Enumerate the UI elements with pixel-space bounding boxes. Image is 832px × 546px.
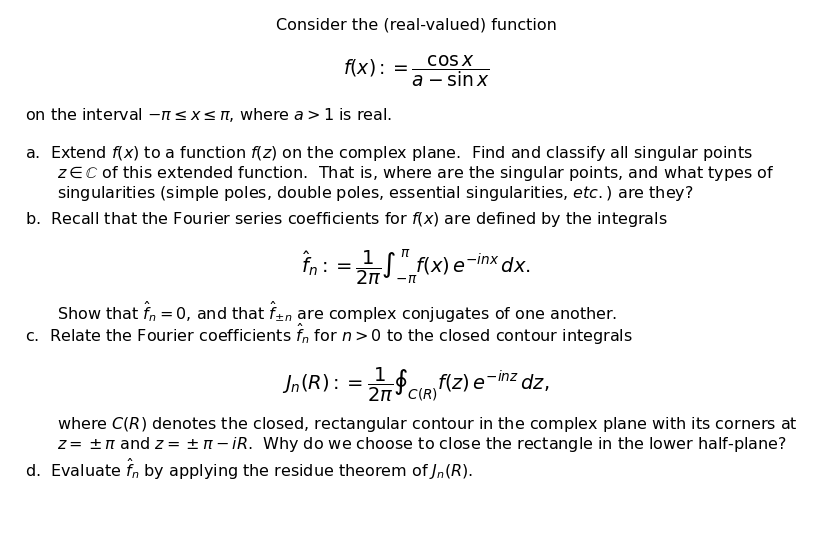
Text: a.  Extend $f(x)$ to a function $f(z)$ on the complex plane.  Find and classify : a. Extend $f(x)$ to a function $f(z)$ on… [25, 145, 753, 163]
Text: $\hat{f}_n := \dfrac{1}{2\pi} \int_{-\pi}^{\,\pi} f(x)\, e^{-inx}\, dx.$: $\hat{f}_n := \dfrac{1}{2\pi} \int_{-\pi… [301, 248, 531, 287]
Text: on the interval $-\pi \leq x \leq \pi$, where $a > 1$ is real.: on the interval $-\pi \leq x \leq \pi$, … [25, 106, 392, 123]
Text: d.  Evaluate $\hat{f}_n$ by applying the residue theorem of $J_n(R)$.: d. Evaluate $\hat{f}_n$ by applying the … [25, 457, 473, 482]
Text: singularities (simple poles, double poles, essential singularities, $\mathit{etc: singularities (simple poles, double pole… [57, 184, 693, 203]
Text: $z \in \mathbb{C}$ of this extended function.  That is, where are the singular p: $z \in \mathbb{C}$ of this extended func… [57, 164, 774, 183]
Text: Consider the (real-valued) function: Consider the (real-valued) function [275, 17, 557, 32]
Text: where $C(R)$ denotes the closed, rectangular contour in the complex plane with i: where $C(R)$ denotes the closed, rectang… [57, 416, 797, 434]
Text: b.  Recall that the Fourier series coefficients for $f(x)$ are defined by the in: b. Recall that the Fourier series coeffi… [25, 210, 667, 229]
Text: $z = \pm\pi$ and $z = \pm\pi - iR$.  Why do we choose to close the rectangle in : $z = \pm\pi$ and $z = \pm\pi - iR$. Why … [57, 435, 786, 454]
Text: Show that $\hat{f}_n = 0$, and that $\hat{f}_{\pm n}$ are complex conjugates of : Show that $\hat{f}_n = 0$, and that $\ha… [57, 300, 617, 325]
Text: $f(x) := \dfrac{\cos x}{a - \sin x}$: $f(x) := \dfrac{\cos x}{a - \sin x}$ [343, 53, 489, 89]
Text: c.  Relate the Fourier coefficients $\hat{f}_n$ for $n > 0$ to the closed contou: c. Relate the Fourier coefficients $\hat… [25, 322, 633, 347]
Text: $J_n(R) := \dfrac{1}{2\pi} \oint_{C(R)} f(z)\, e^{-inz}\, dz,$: $J_n(R) := \dfrac{1}{2\pi} \oint_{C(R)} … [282, 366, 550, 403]
